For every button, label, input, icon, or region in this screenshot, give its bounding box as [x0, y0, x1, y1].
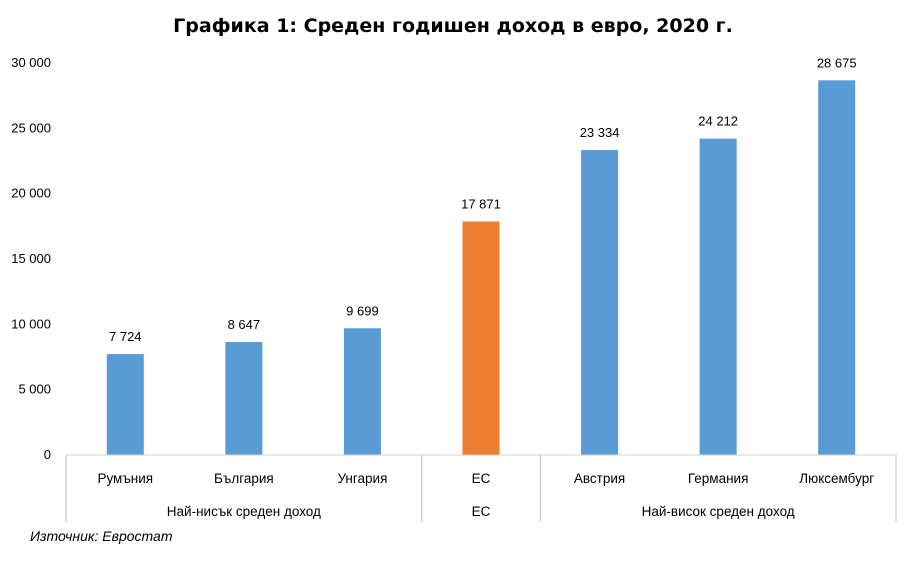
data-label: 23 334 [580, 125, 620, 140]
bar [225, 342, 263, 455]
bar [462, 221, 500, 455]
data-label: 7 724 [109, 329, 142, 344]
data-label: 24 212 [698, 114, 738, 129]
chart-title: Графика 1: Среден годишен доход в евро, … [173, 15, 733, 37]
data-label: 8 647 [228, 317, 261, 332]
bar [581, 150, 619, 455]
y-tick-label: 25 000 [11, 120, 51, 135]
data-label: 17 871 [461, 196, 501, 211]
category-label: Люксембург [799, 471, 874, 486]
category-label: ЕС [472, 471, 491, 486]
bars [106, 80, 856, 456]
group-label: ЕС [472, 504, 491, 519]
y-tick-label: 15 000 [11, 251, 51, 266]
y-tick-label: 30 000 [11, 55, 51, 70]
source-note: Източник: Евростат [30, 528, 173, 544]
y-tick-label: 0 [44, 447, 51, 462]
y-tick-label: 10 000 [11, 316, 51, 331]
data-label: 28 675 [817, 55, 857, 70]
y-tick-label: 5 000 [18, 382, 51, 397]
bar [106, 354, 144, 455]
category-label: Германия [688, 471, 749, 486]
bar [699, 138, 737, 455]
category-label: Австрия [574, 471, 625, 486]
category-label: Румъния [97, 471, 153, 486]
y-axis: 0 5 000 10 000 15 000 20 000 25 000 30 000 [11, 55, 51, 462]
data-label: 9 699 [346, 303, 379, 318]
data-labels: 7 724 8 647 9 699 17 871 23 334 24 212 28 675 [109, 55, 857, 344]
group-label: Най-висок среден доход [642, 504, 795, 519]
category-label: България [214, 471, 274, 486]
category-label: Унгария [337, 471, 387, 486]
x-axis: Румъния България Унгария ЕС Австрия Германия Л… [65, 454, 897, 522]
y-tick-label: 20 000 [11, 186, 51, 201]
bar [343, 328, 381, 455]
group-label: Най-нисък среден доход [167, 504, 321, 519]
bar [818, 80, 856, 456]
